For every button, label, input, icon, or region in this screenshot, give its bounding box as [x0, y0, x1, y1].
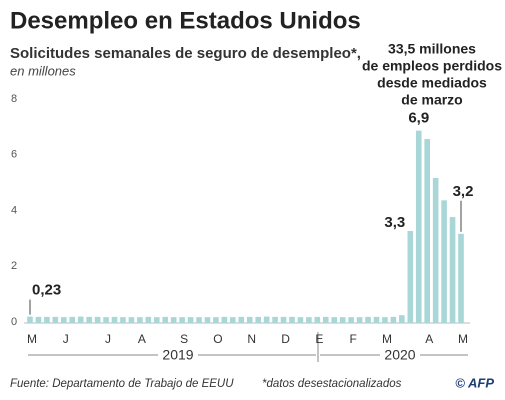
x-tick-label: A — [425, 332, 433, 346]
y-tick-label: 0 — [11, 316, 17, 328]
x-tick-label: M — [458, 332, 468, 346]
credit: © AFP — [455, 375, 494, 390]
x-tick-label: F — [349, 332, 356, 346]
x-tick-label: A — [138, 332, 146, 346]
bar — [111, 316, 118, 323]
annotation: de empleos perdidos — [362, 58, 502, 74]
bar — [27, 316, 33, 323]
x-tick-label: M — [382, 332, 392, 346]
bar — [289, 316, 295, 323]
year-brackets — [28, 332, 468, 362]
value-label: 6,9 — [408, 110, 429, 127]
bar — [137, 317, 143, 323]
x-tick-label: M — [27, 332, 37, 346]
bar — [399, 315, 405, 323]
bar — [120, 317, 126, 323]
annotation: 33,5 millones — [388, 41, 476, 57]
bar — [449, 217, 456, 323]
year-label: 2019 — [162, 347, 193, 363]
annotation: desde mediados — [377, 75, 487, 91]
bar — [458, 233, 464, 323]
y-tick-label: 6 — [11, 149, 17, 161]
bar — [153, 317, 160, 323]
annotation: de marzo — [401, 92, 462, 108]
bar — [348, 317, 354, 323]
bar — [272, 316, 278, 323]
bar — [382, 317, 388, 323]
bar — [306, 317, 312, 323]
bar — [86, 316, 92, 323]
bar — [204, 317, 211, 323]
x-tick-label: N — [247, 332, 256, 346]
x-tick-label: E — [315, 332, 323, 346]
bar — [424, 139, 430, 323]
bar — [441, 200, 447, 323]
bar — [297, 317, 304, 323]
bar — [69, 316, 76, 323]
subtitle: Solicitudes semanales de seguro de desem… — [10, 45, 361, 62]
bar — [213, 317, 219, 323]
y-tick-label: 4 — [11, 204, 17, 216]
bar — [77, 316, 84, 323]
x-tick-label: J — [105, 332, 111, 346]
bar — [263, 316, 270, 323]
bar — [187, 317, 194, 323]
bar — [339, 317, 346, 323]
bar — [356, 317, 363, 323]
bar — [94, 316, 101, 323]
bar — [35, 316, 42, 323]
bar — [103, 317, 109, 323]
value-label: 3,3 — [384, 214, 405, 231]
bar — [221, 316, 228, 323]
note: *datos desestacionalizados — [262, 378, 402, 390]
bar — [246, 316, 253, 323]
value-label: 0,23 — [32, 282, 61, 299]
x-tick-label: D — [281, 332, 290, 346]
bar — [61, 317, 67, 323]
bar — [432, 178, 439, 323]
x-tick-label: S — [180, 332, 188, 346]
bar — [196, 317, 202, 323]
year-label: 2020 — [384, 347, 415, 363]
bar — [170, 317, 177, 323]
chart-title: Desempleo en Estados Unidos — [10, 7, 361, 34]
bar — [373, 316, 380, 323]
bar — [415, 130, 422, 323]
value-label: 3,2 — [453, 183, 474, 200]
bar — [238, 316, 245, 323]
bar — [128, 317, 135, 323]
bar — [255, 316, 261, 323]
bar — [230, 317, 236, 323]
bar — [322, 316, 329, 323]
bar — [179, 317, 185, 323]
unit-label: en millones — [10, 63, 76, 78]
y-tick-label: 8 — [11, 93, 17, 105]
bar — [52, 316, 59, 323]
bar — [365, 316, 371, 323]
bar — [162, 316, 169, 323]
bar — [331, 317, 338, 323]
bar — [390, 316, 397, 323]
bar — [280, 316, 287, 323]
bar — [145, 316, 152, 323]
y-tick-label: 2 — [11, 260, 17, 272]
bar — [44, 316, 50, 323]
bar — [314, 316, 321, 323]
x-tick-label: J — [63, 332, 69, 346]
bar — [407, 231, 414, 323]
source: Fuente: Departamento de Trabajo de EEUU — [10, 378, 234, 390]
x-tick-label: O — [213, 332, 222, 346]
